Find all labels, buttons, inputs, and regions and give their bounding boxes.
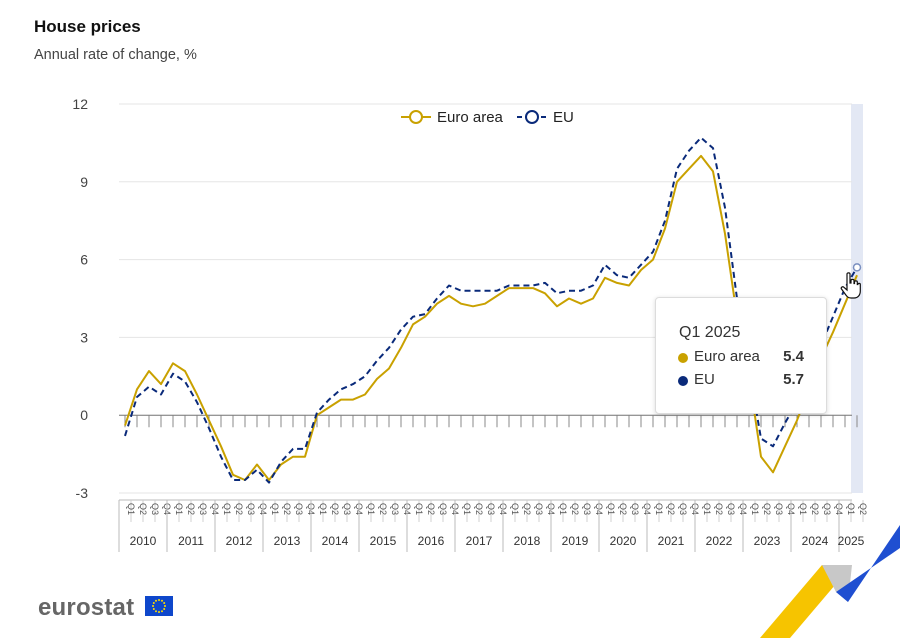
year-label: 2024 [802,534,829,548]
quarter-label: Q2 [666,503,676,515]
hover-band [851,104,863,493]
euro-area-legend-label: Euro area [437,109,504,126]
quarter-label: Q2 [714,503,724,515]
quarter-label: Q3 [534,503,544,515]
quarter-label: Q1 [366,503,376,515]
year-label: 2017 [466,534,493,548]
quarter-label: Q1 [558,503,568,515]
year-label: 2023 [754,534,781,548]
tooltip-period: Q1 2025 [679,324,741,341]
y-tick-label: 9 [80,174,88,190]
year-label: 2018 [514,534,541,548]
chart-title: House prices [34,17,141,36]
quarter-label: Q3 [438,503,448,515]
eu-legend-label: EU [553,109,574,126]
euro-area-legend-marker [409,110,423,124]
quarter-label: Q1 [702,503,712,515]
quarter-label: Q1 [846,503,856,515]
quarter-label: Q2 [570,503,580,515]
year-label: 2014 [322,534,349,548]
eurostat-logo: eurostat [38,594,135,621]
quarter-label: Q2 [426,503,436,515]
hand-pointer-icon [840,272,861,299]
y-tick-label: 3 [80,329,88,345]
year-label: 2011 [178,534,204,548]
quarter-label: Q1 [606,503,616,515]
year-label: 2016 [418,534,445,548]
quarter-label: Q1 [270,503,280,515]
quarter-label: Q3 [246,503,256,515]
quarter-label: Q1 [462,503,472,515]
quarter-label: Q2 [282,503,292,515]
year-label: 2020 [610,534,637,548]
quarter-label: Q2 [474,503,484,515]
y-tick-label: 12 [72,96,88,112]
tooltip-row-euro-area: Euro area 5.4 [678,348,804,368]
quarter-label: Q2 [138,503,148,515]
year-label: 2022 [706,534,733,548]
quarter-label: Q2 [858,503,868,515]
year-label: 2025 [838,534,865,548]
quarter-label: Q2 [810,503,820,515]
chart-subtitle: Annual rate of change, % [34,47,197,63]
decorative-swoosh [760,525,900,638]
year-label: 2015 [370,534,397,548]
quarter-label: Q3 [294,503,304,515]
quarter-label: Q2 [762,503,772,515]
quarter-label: Q1 [510,503,520,515]
quarter-label: Q1 [414,503,424,515]
y-tick-label: -3 [76,485,89,501]
year-label: 2019 [562,534,589,548]
year-label: 2012 [226,534,253,548]
quarter-label: Q1 [750,503,760,515]
quarter-label: Q1 [798,503,808,515]
quarter-label: Q2 [522,503,532,515]
quarter-label: Q2 [378,503,388,515]
eu-flag-icon [145,596,173,616]
quarter-label: Q2 [234,503,244,515]
tooltip-series-value: 5.4 [783,348,804,365]
eu-dot-icon [678,376,688,386]
y-tick-label: 0 [80,407,88,423]
tooltip-series-name: Euro area [694,348,760,365]
quarter-label: Q2 [330,503,340,515]
quarter-label: Q3 [726,503,736,515]
quarter-label: Q3 [774,503,784,515]
quarter-label: Q2 [618,503,628,515]
quarter-label: Q3 [630,503,640,515]
quarter-label: Q3 [822,503,832,515]
quarter-label: Q3 [342,503,352,515]
quarter-label: Q3 [198,503,208,515]
series-line-eu [124,136,858,484]
year-label: 2021 [658,534,685,548]
quarter-label: Q1 [174,503,184,515]
eu-legend-marker [525,110,539,124]
tooltip-row-eu: EU 5.7 [678,371,804,391]
data-tooltip: Q1 2025 Euro area 5.4 EU 5.7 [655,297,827,414]
quarter-label: Q3 [486,503,496,515]
quarter-label: Q2 [186,503,196,515]
euro-area-dot-icon [678,353,688,363]
quarter-label: Q3 [678,503,688,515]
quarter-label: Q3 [582,503,592,515]
quarter-label: Q1 [318,503,328,515]
quarter-label: Q1 [126,503,136,515]
hover-point-marker [852,263,862,272]
y-tick-label: 6 [80,252,88,268]
year-label: 2010 [130,534,157,548]
quarter-label: Q1 [222,503,232,515]
tooltip-series-name: EU [694,371,715,388]
year-label: 2013 [274,534,301,548]
quarter-label: Q1 [654,503,664,515]
quarter-label: Q3 [390,503,400,515]
tooltip-series-value: 5.7 [783,371,804,388]
quarter-label: Q3 [150,503,160,515]
